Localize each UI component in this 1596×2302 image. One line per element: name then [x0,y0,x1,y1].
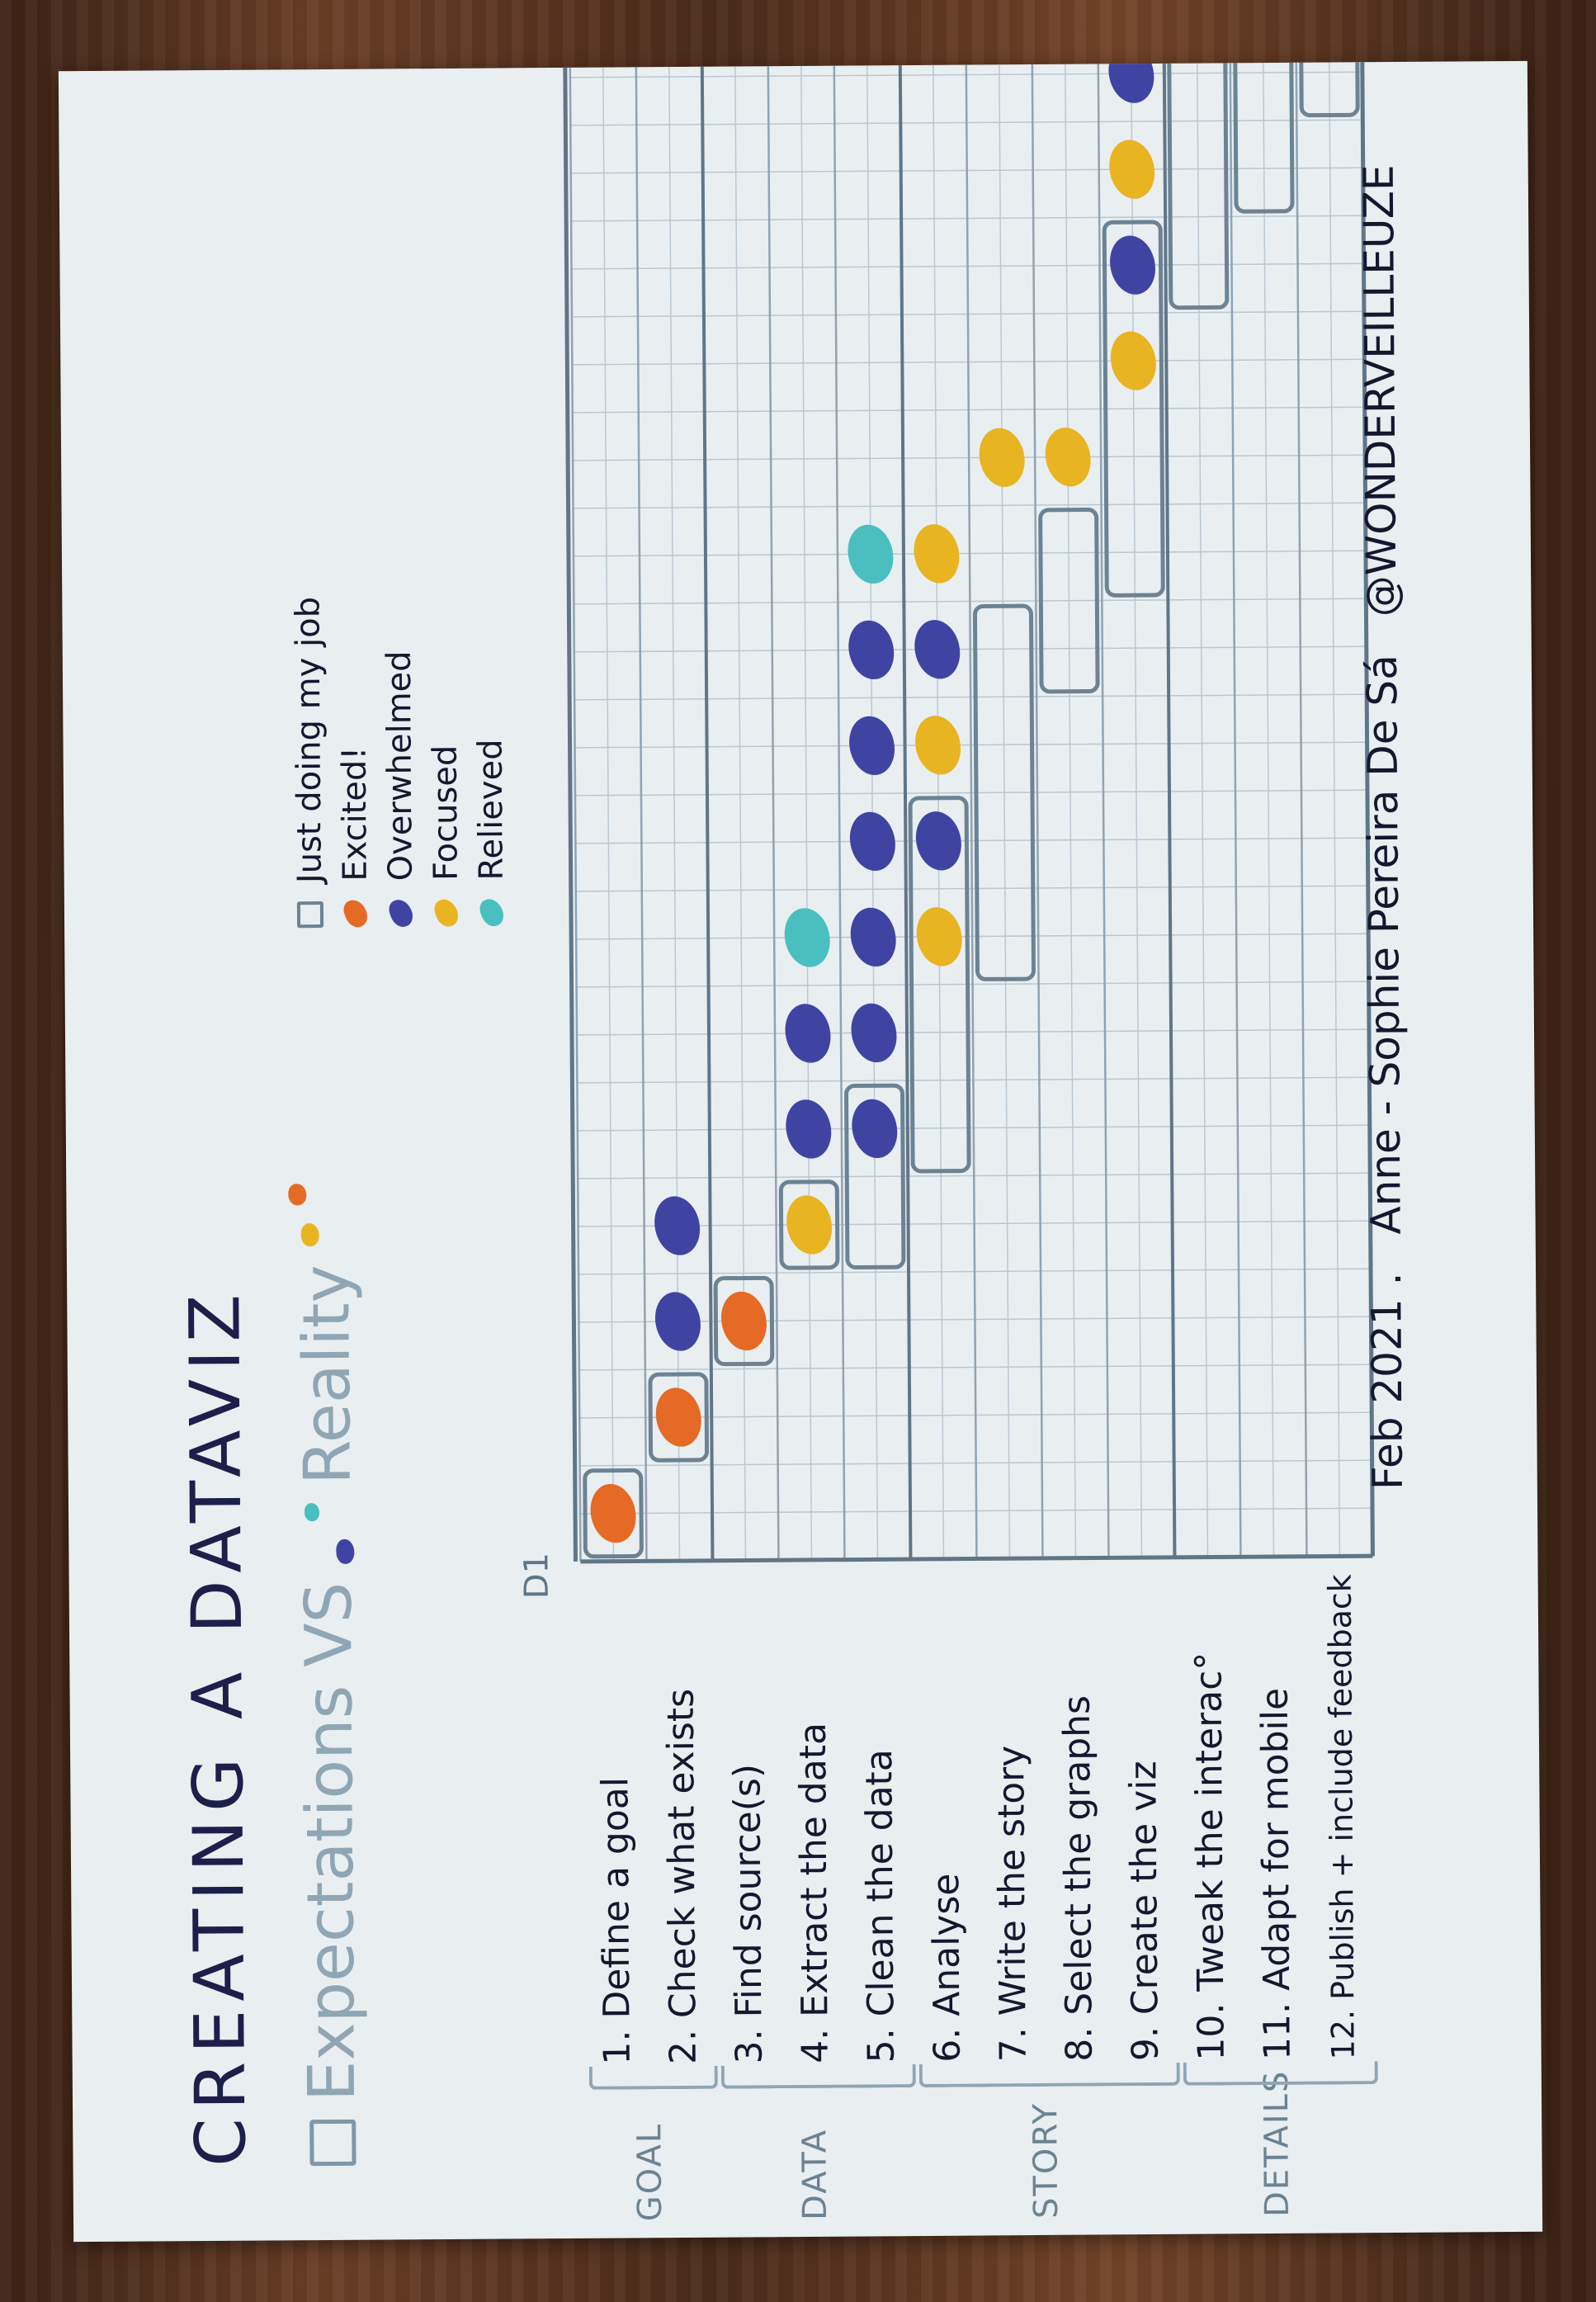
expectation-box [1167,60,1230,310]
phase-separator-line [895,60,913,1560]
reality-mood-dot-overwhelmed [786,1099,832,1159]
reality-mood-dot-relieved [784,908,830,967]
x-axis-bottom-line [1357,60,1375,1557]
expectation-box [648,1372,710,1463]
reality-mood-dot-focused [1110,331,1156,390]
credit-date: Feb 2021 . [1362,1272,1412,1491]
row-line [1225,60,1242,1558]
grid-line-horizontal [1325,60,1341,1557]
phase-separator-line [697,60,715,1561]
credit-line: Feb 2021 . Anne - Sophie Pereira De Sá @… [1355,164,1412,1490]
grid-line-horizontal [731,60,747,1561]
expectation-box [972,603,1036,981]
reality-mood-dot-focused [979,428,1025,487]
expectation-box [844,1083,906,1270]
expectation-box [1296,60,1360,118]
reality-mood-dot-relieved [848,524,894,584]
paper-card: CREATING A DATAVIZ Expectations VS Reali… [58,60,1543,2243]
x-axis-top-line [560,60,578,1562]
grid-line-horizontal [1061,60,1077,1558]
reality-mood-dot-overwhelmed [851,1003,897,1063]
credit-handle: @WONDERVEILLEUZE [1354,164,1406,617]
reality-mood-dot-focused [916,907,962,967]
grid-line-horizontal [599,60,615,1562]
reality-mood-dot-focused [915,716,961,775]
reality-mood-dot-overwhelmed [914,620,961,679]
expectation-box [1231,60,1295,214]
expectation-box [908,796,971,1174]
reality-mood-dot-focused [1045,428,1091,487]
expectation-box [1102,220,1165,598]
y-axis-line [580,1553,1373,1564]
row-line [566,60,582,1562]
row-line [1094,60,1110,1558]
expectation-box [1038,508,1100,694]
row-line [830,60,846,1560]
reality-mood-dot-focused [914,524,960,584]
reality-mood-dot-excited [720,1291,767,1351]
grid-line-horizontal [1193,60,1209,1558]
reality-mood-dot-excited [590,1483,636,1543]
phase-separator-line [1159,60,1177,1558]
reality-mood-dot-overwhelmed [850,907,896,967]
reality-mood-dot-overwhelmed [852,1099,898,1159]
expectation-box [778,1179,840,1270]
reality-mood-dot-overwhelmed [654,1292,701,1351]
grid-line-horizontal [929,60,945,1559]
gantt-chart: D1Deadline [517,60,1375,1600]
row-line [764,60,780,1561]
reality-mood-dot-overwhelmed [849,811,895,872]
reality-mood-dot-overwhelmed [1108,60,1155,103]
row-line [1291,60,1308,1557]
grid-line-horizontal [863,60,879,1560]
reality-mood-dot-overwhelmed [785,1004,831,1063]
grid-line-horizontal [1127,60,1143,1558]
reality-mood-dot-excited [655,1387,701,1447]
x-start-label: D1 [517,1553,555,1600]
expectation-box [583,1468,644,1559]
reality-mood-dot-focused [1109,139,1155,199]
row-line [962,60,978,1559]
card-content: CREATING A DATAVIZ Expectations VS Reali… [59,60,1542,2242]
reality-mood-dot-overwhelmed [1110,235,1155,295]
reality-mood-dot-overwhelmed [849,716,895,776]
reality-mood-dot-overwhelmed [915,811,961,871]
reality-mood-dot-overwhelmed [654,1196,701,1255]
row-line [1028,60,1044,1558]
grid-line-horizontal [995,60,1011,1559]
reality-mood-dot-overwhelmed [848,620,895,680]
reality-mood-dot-focused [786,1195,833,1255]
grid-line-horizontal [797,60,813,1560]
grid-line-horizontal [1259,60,1275,1558]
expectation-box [713,1275,775,1367]
credit-author: Anne - Sophie Pereira De Sá [1358,655,1410,1235]
row-line [632,60,648,1562]
